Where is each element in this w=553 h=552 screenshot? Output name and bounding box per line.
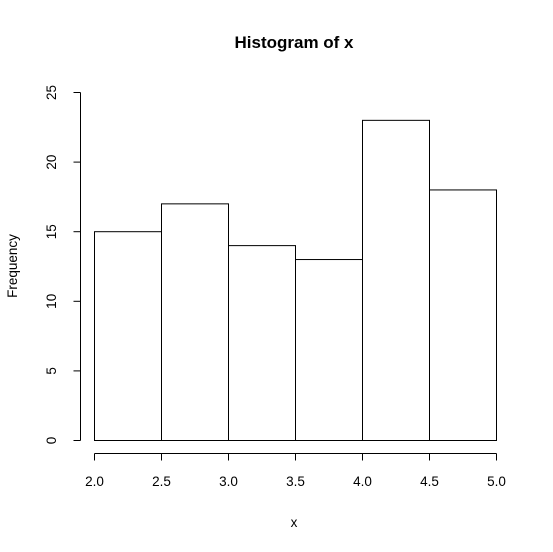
x-tick-label: 4.5: [420, 474, 439, 489]
bars-group: [94, 119, 497, 442]
y-axis: 0 5 10 15 20 25: [44, 85, 81, 444]
x-axis: 2.0 2.5 3.0 3.5 4.0 4.5 5.0: [85, 453, 506, 489]
histogram-bar-6: [429, 189, 497, 441]
y-tick-label: 5: [44, 367, 59, 375]
x-tick-label: 2.5: [152, 474, 171, 489]
y-tick-label: 20: [44, 155, 59, 170]
histogram-bar-2: [161, 203, 229, 441]
histogram-bar-4: [295, 259, 363, 442]
x-tick-label: 5.0: [487, 474, 506, 489]
y-tick-label: 10: [44, 294, 59, 309]
histogram-bar-3: [228, 245, 296, 441]
y-tick-label: 15: [44, 224, 59, 239]
chart-title: Histogram of x: [234, 33, 354, 52]
y-tick-label: 25: [44, 85, 59, 100]
x-tick-label: 3.0: [219, 474, 238, 489]
y-tick-label: 0: [44, 437, 59, 445]
x-tick-label: 3.5: [286, 474, 305, 489]
y-axis-label: Frequency: [5, 234, 20, 298]
x-tick-label: 4.0: [353, 474, 372, 489]
x-tick-label: 2.0: [85, 474, 104, 489]
histogram-bar-5: [362, 119, 430, 441]
histogram-bar-1: [94, 231, 162, 441]
x-axis-label: x: [291, 515, 298, 530]
